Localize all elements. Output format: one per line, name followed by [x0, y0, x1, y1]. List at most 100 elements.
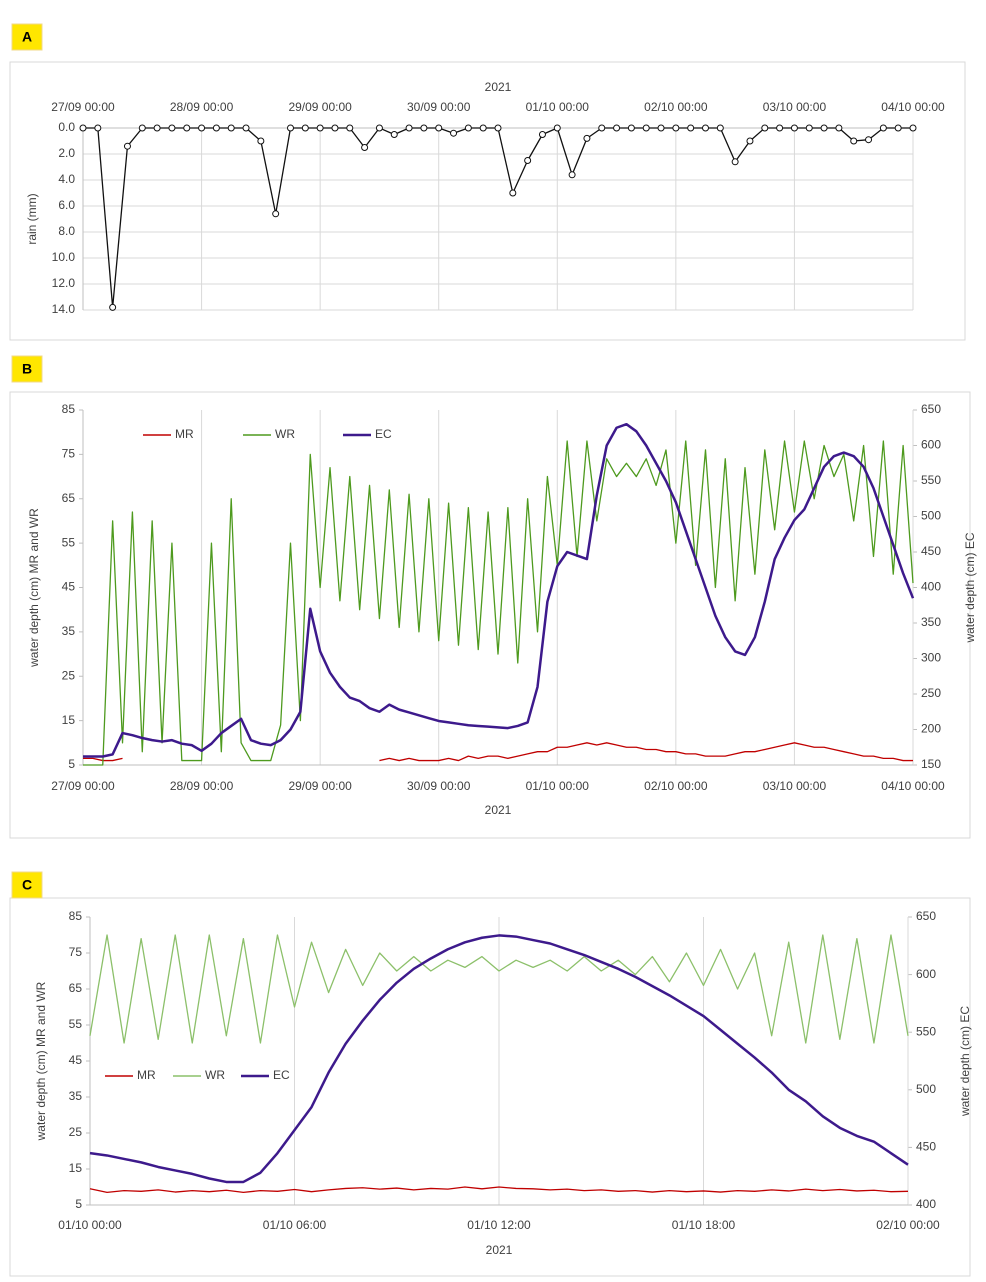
x-tick-label: 30/09 00:00	[407, 779, 471, 793]
point	[435, 124, 443, 132]
x-tick-label: 03/10 00:00	[763, 779, 827, 793]
y-tick-label: 0.0	[58, 120, 75, 134]
point	[553, 124, 561, 132]
point	[509, 189, 517, 197]
point	[702, 124, 709, 132]
point	[390, 131, 398, 138]
panel-border	[9, 61, 966, 341]
point	[450, 129, 458, 137]
y-tick-label: 25	[62, 668, 76, 682]
y2-tick-label: 250	[921, 686, 941, 700]
series-line	[83, 422, 915, 758]
point	[420, 124, 428, 132]
x-tick-label: 28/09 00:00	[170, 100, 234, 114]
series-line	[83, 127, 913, 309]
y-tick-label: 6.0	[58, 198, 75, 212]
y-tick-label: 75	[62, 447, 76, 461]
y-tick-label: 35	[62, 624, 76, 638]
point	[331, 124, 339, 132]
y-tick-label: 65	[69, 981, 83, 995]
y-tick-label: 15	[69, 1161, 83, 1175]
x-tick-label: 01/10 00:00	[526, 779, 590, 793]
y2-tick-label: 600	[916, 967, 936, 981]
point	[909, 124, 917, 132]
y-tick-label: 55	[69, 1017, 83, 1031]
panel-label-box	[11, 871, 43, 899]
legend-label: EC	[375, 427, 392, 441]
point	[153, 124, 161, 132]
x-tick-label: 02/10 00:00	[876, 1218, 940, 1232]
point	[168, 124, 176, 132]
point	[835, 124, 843, 132]
x-tick-label: 04/10 00:00	[881, 100, 945, 114]
y-tick-label: 8.0	[58, 224, 75, 238]
point	[346, 124, 354, 132]
series-line	[89, 934, 909, 1044]
x-tick-label: 02/10 00:00	[644, 779, 708, 793]
y2-tick-label: 200	[921, 722, 941, 736]
y2-tick-label: 650	[921, 402, 941, 416]
point	[642, 124, 650, 132]
panel-label: A	[22, 29, 32, 45]
point	[583, 134, 591, 142]
point	[79, 124, 87, 132]
point	[212, 124, 220, 132]
point	[716, 124, 724, 132]
y-tick-label: 45	[69, 1053, 83, 1067]
x-axis-title: 2021	[485, 803, 512, 817]
point	[613, 124, 621, 132]
y-axis-title: rain (mm)	[25, 193, 39, 244]
panel-label: C	[22, 877, 32, 893]
y-tick-label: 4.0	[58, 172, 75, 186]
point	[301, 124, 309, 132]
point	[672, 124, 680, 132]
point	[776, 124, 784, 132]
point	[746, 137, 754, 145]
point	[464, 124, 472, 132]
y-tick-label: 55	[62, 535, 76, 549]
y2-tick-label: 350	[921, 615, 941, 629]
point	[405, 124, 413, 132]
y-tick-label: 14.0	[52, 302, 76, 316]
y2-axis-title: water depth (cm) EC	[963, 532, 977, 643]
x-tick-label: 02/10 00:00	[644, 100, 708, 114]
x-tick-label: 30/09 00:00	[407, 100, 471, 114]
y2-tick-label: 400	[916, 1197, 936, 1211]
panel-label-box	[11, 355, 43, 383]
point	[598, 124, 606, 132]
y-tick-label: 12.0	[52, 276, 76, 290]
legend-label: MR	[137, 1068, 156, 1082]
y-tick-label: 5	[75, 1197, 82, 1211]
point	[198, 124, 206, 132]
x-tick-label: 27/09 00:00	[51, 100, 115, 114]
y-axis-title: water depth (cm) MR and WR	[34, 981, 48, 1141]
point	[242, 124, 250, 132]
y2-tick-label: 550	[921, 473, 941, 487]
y2-tick-label: 600	[921, 438, 941, 452]
x-tick-label: 01/10 00:00	[526, 100, 590, 114]
y2-tick-label: 500	[916, 1082, 936, 1096]
point	[361, 144, 369, 151]
panel-label: B	[22, 361, 32, 377]
point	[894, 124, 902, 132]
y2-tick-label: 150	[921, 757, 941, 771]
x-tick-label: 29/09 00:00	[288, 100, 352, 114]
panel-border	[9, 897, 971, 1277]
y2-tick-label: 450	[921, 544, 941, 558]
y2-tick-label: 450	[916, 1140, 936, 1154]
point	[865, 136, 873, 144]
y-axis-title: water depth (cm) MR and WR	[27, 508, 41, 668]
y-tick-label: 15	[62, 713, 76, 727]
x-tick-label: 03/10 00:00	[763, 100, 827, 114]
y2-tick-label: 650	[916, 909, 936, 923]
y-tick-label: 10.0	[52, 250, 76, 264]
x-axis-title: 2021	[486, 1243, 513, 1257]
y-tick-label: 85	[69, 909, 83, 923]
point	[123, 142, 131, 150]
point	[375, 124, 383, 132]
y-tick-label: 65	[62, 491, 76, 505]
point	[879, 124, 887, 132]
point	[183, 124, 191, 132]
